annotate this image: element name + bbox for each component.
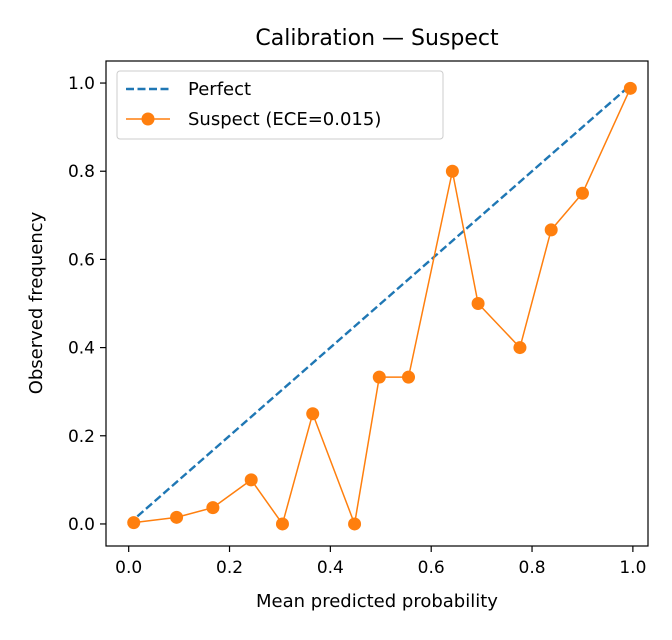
- x-tick-label: 0.8: [519, 558, 546, 578]
- series-suspect-point: [275, 517, 289, 531]
- series-suspect-point: [445, 164, 459, 178]
- x-tick-label: 0.6: [418, 558, 445, 578]
- series-suspect-point: [575, 186, 589, 200]
- series-suspect-point: [623, 81, 637, 95]
- series-suspect-point: [372, 370, 386, 384]
- x-tick-label: 1.0: [619, 558, 646, 578]
- series-suspect-point: [544, 223, 558, 237]
- x-axis-label: Mean predicted probability: [256, 591, 498, 612]
- y-axis-label: Observed frequency: [26, 211, 47, 394]
- series-suspect-point: [306, 407, 320, 421]
- series-suspect-line: [133, 88, 632, 525]
- legend-suspect-label: Suspect (ECE=0.015): [188, 109, 381, 130]
- y-axis-ticks: 0.0 0.2 0.4 0.6 0.8 1.0: [68, 74, 106, 535]
- x-tick-label: 0.2: [216, 558, 243, 578]
- x-tick-label: 0.0: [115, 558, 142, 578]
- x-axis-ticks: 0.0 0.2 0.4 0.6 0.8 1.0: [115, 546, 646, 578]
- y-tick-label: 0.4: [68, 339, 95, 359]
- series-suspect-point: [244, 473, 258, 487]
- series-suspect-point: [513, 341, 527, 355]
- chart-title: Calibration — Suspect: [255, 26, 499, 51]
- y-tick-label: 0.0: [68, 515, 95, 535]
- series-perfect-line: [127, 82, 634, 525]
- series-suspect-point: [348, 517, 362, 531]
- x-tick-label: 0.4: [317, 558, 344, 578]
- series-suspect-point: [402, 370, 416, 384]
- legend-perfect-label: Perfect: [188, 79, 251, 100]
- legend-suspect-marker: [141, 112, 155, 126]
- series-suspect-point: [206, 501, 220, 515]
- series-suspect-point: [127, 516, 141, 530]
- legend-box: [116, 70, 444, 140]
- legend: Perfect Suspect (ECE=0.015): [116, 70, 444, 140]
- series-suspect-point: [471, 297, 485, 310]
- series-layer: [127, 81, 637, 531]
- y-tick-label: 1.0: [68, 74, 95, 94]
- y-tick-label: 0.8: [68, 162, 95, 182]
- series-suspect-point: [170, 510, 184, 524]
- y-tick-label: 0.2: [68, 427, 95, 447]
- plot-frame: [105, 60, 649, 547]
- y-tick-label: 0.6: [68, 250, 95, 270]
